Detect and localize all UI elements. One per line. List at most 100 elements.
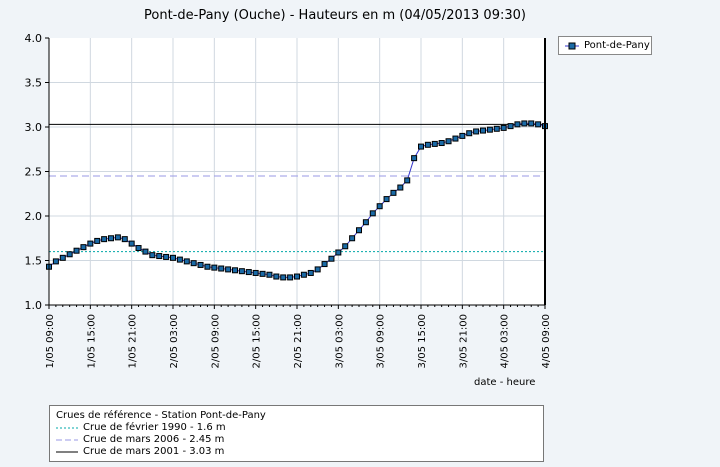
solid-line-icon (56, 451, 78, 453)
data-point (135, 245, 142, 252)
data-point (266, 271, 273, 278)
y-tick-label: 3.0 (25, 121, 43, 134)
data-point (259, 270, 266, 277)
data-point (225, 266, 232, 273)
data-point (211, 264, 218, 271)
x-tick-label: 2/05 21:00 (293, 314, 304, 368)
data-point (273, 273, 280, 280)
x-tick-label: 1/05 09:00 (45, 314, 56, 368)
x-tick-label: 4/05 03:00 (500, 314, 511, 368)
y-tick-label: 4.0 (25, 32, 43, 45)
data-point (108, 235, 114, 242)
data-point (431, 140, 438, 147)
data-point (418, 143, 424, 150)
y-tick-label: 1.5 (25, 255, 43, 268)
data-point (362, 219, 369, 226)
x-tick-label: 1/05 15:00 (86, 314, 97, 368)
data-point (473, 128, 480, 135)
legend-series-label: Pont-de-Pany (584, 40, 650, 51)
data-point (114, 234, 121, 241)
data-point (170, 254, 176, 261)
data-point (314, 266, 321, 273)
x-tick-label: 3/05 21:00 (458, 314, 469, 368)
data-point (52, 258, 59, 265)
data-point (218, 265, 225, 272)
dashed-line-icon (56, 439, 78, 441)
y-tick-label: 2.0 (25, 210, 43, 223)
data-point (445, 138, 452, 145)
data-point (514, 121, 521, 128)
data-point (238, 268, 245, 275)
x-tick-label: 2/05 15:00 (252, 314, 263, 368)
data-point (383, 196, 390, 203)
data-point (163, 253, 170, 260)
data-point (245, 269, 252, 276)
data-point (280, 274, 287, 281)
data-point (101, 236, 108, 243)
data-point (342, 243, 349, 250)
data-point (535, 121, 542, 128)
data-point (87, 240, 94, 247)
data-point (300, 271, 307, 278)
data-point (424, 141, 431, 148)
data-point (307, 269, 314, 276)
data-point (204, 263, 211, 270)
data-point (59, 254, 66, 261)
data-point (142, 248, 149, 255)
y-tick-label: 1.0 (25, 299, 43, 312)
data-point (411, 155, 418, 162)
data-point (335, 249, 342, 256)
data-point (197, 261, 204, 268)
data-point (356, 227, 362, 234)
data-point (94, 237, 101, 244)
data-point (507, 123, 514, 130)
x-tick-label: 3/05 09:00 (376, 314, 387, 368)
dotted-line-icon (56, 427, 78, 429)
data-point (528, 120, 535, 127)
data-point (183, 258, 190, 265)
x-axis-title: date - heure (474, 377, 536, 388)
data-point (252, 269, 259, 276)
data-point (156, 253, 163, 260)
data-point (404, 177, 411, 184)
x-tick-label: 3/05 03:00 (334, 314, 345, 368)
data-point (369, 210, 376, 217)
data-point (500, 124, 507, 131)
x-tick-label: 3/05 15:00 (417, 314, 428, 368)
data-point (190, 260, 197, 267)
x-tick-label: 1/05 21:00 (128, 314, 139, 368)
y-tick-label: 3.5 (25, 77, 43, 90)
data-point (232, 267, 238, 274)
data-point (397, 184, 404, 191)
data-point (466, 130, 473, 137)
x-tick-label: 4/05 09:00 (541, 314, 552, 368)
data-point (73, 247, 80, 254)
reference-floods-box: Crues de référence - Station Pont-de-Pan… (49, 405, 544, 462)
data-point (486, 126, 493, 133)
data-point (66, 251, 73, 258)
reference-label: Crue de février 1990 - 1.6 m (83, 422, 226, 433)
chart-title: Pont-de-Pany (Ouche) - Hauteurs en m (04… (144, 8, 526, 23)
data-point (480, 127, 486, 134)
x-tick-label: 2/05 03:00 (169, 314, 180, 368)
data-point (176, 256, 183, 263)
x-tick-label: 2/05 09:00 (210, 314, 221, 368)
data-point (376, 203, 383, 210)
data-point (287, 274, 294, 281)
data-point (294, 273, 300, 280)
data-point (452, 135, 459, 142)
data-point (459, 132, 466, 139)
reference-header: Crues de référence - Station Pont-de-Pan… (56, 410, 266, 421)
data-point (121, 236, 128, 243)
data-point (493, 125, 500, 132)
legend-swatch-icon (565, 42, 579, 50)
data-point (80, 244, 87, 251)
data-point (328, 255, 335, 262)
data-point (521, 120, 528, 127)
reference-label: Crue de mars 2006 - 2.45 m (83, 434, 225, 445)
data-point (390, 189, 397, 196)
data-point (349, 235, 356, 242)
data-point (321, 261, 328, 268)
data-point (149, 252, 156, 259)
